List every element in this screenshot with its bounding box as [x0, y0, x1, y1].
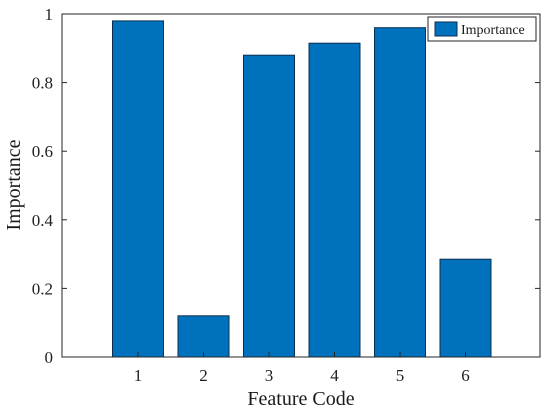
y-tick-label-5: 1 — [45, 5, 54, 24]
y-axis-ticks: 0 0.2 0.4 0.6 0.8 1 — [32, 5, 540, 367]
x-tick-label-4: 4 — [330, 366, 339, 385]
x-tick-label-5: 5 — [396, 366, 405, 385]
x-axis-label: Feature Code — [247, 388, 354, 410]
y-tick-label-3: 0.6 — [32, 142, 53, 161]
y-tick-label-1: 0.2 — [32, 279, 53, 298]
bar-1 — [112, 20, 164, 358]
bar-5 — [374, 27, 426, 358]
x-axis-ticks: 1 2 3 4 5 6 — [134, 352, 470, 385]
x-tick-label-2: 2 — [199, 366, 208, 385]
bar-6 — [439, 258, 492, 358]
y-tick-label-0: 0 — [45, 348, 54, 367]
legend: Importance — [427, 16, 537, 42]
legend-swatch — [434, 21, 458, 37]
y-axis-label: Importance — [3, 139, 25, 230]
plot-frame — [61, 13, 541, 358]
bar-4 — [308, 42, 361, 358]
bar-2 — [177, 315, 230, 358]
x-tick-label-1: 1 — [134, 366, 143, 385]
bar-3 — [243, 54, 295, 358]
x-tick-label-6: 6 — [461, 366, 470, 385]
x-tick-label-3: 3 — [265, 366, 274, 385]
y-tick-label-2: 0.4 — [32, 211, 54, 230]
legend-label: Importance — [461, 23, 525, 38]
bars-group — [112, 20, 492, 358]
y-tick-label-4: 0.8 — [32, 74, 53, 93]
